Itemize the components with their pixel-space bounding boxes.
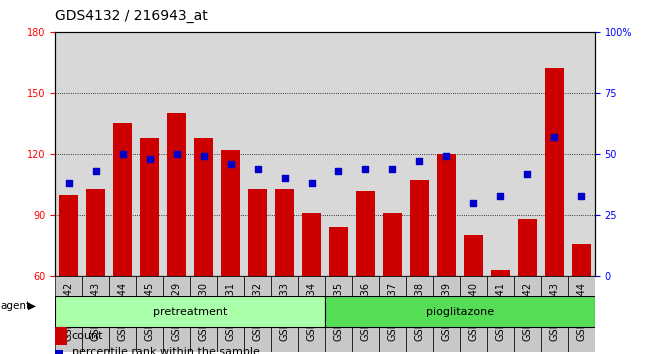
- Text: GSM201842: GSM201842: [523, 282, 532, 341]
- Bar: [221, 150, 240, 276]
- Text: GSM201833: GSM201833: [280, 282, 289, 341]
- Bar: [352, 276, 379, 352]
- Text: percentile rank within the sample: percentile rank within the sample: [72, 347, 259, 354]
- Point: [414, 159, 424, 164]
- Point: [118, 151, 128, 157]
- Bar: [410, 181, 429, 276]
- Bar: [244, 276, 271, 352]
- Bar: [572, 244, 591, 276]
- Text: GSM201835: GSM201835: [333, 282, 343, 341]
- Bar: [217, 276, 244, 352]
- Point: [495, 193, 506, 198]
- Bar: [518, 219, 537, 276]
- Bar: [541, 276, 568, 352]
- Bar: [356, 190, 375, 276]
- Point: [441, 154, 452, 159]
- Point: [549, 134, 560, 140]
- Bar: [55, 296, 325, 327]
- Bar: [275, 189, 294, 276]
- Text: pretreatment: pretreatment: [153, 307, 228, 316]
- Text: GSM201829: GSM201829: [172, 282, 181, 341]
- Bar: [163, 276, 190, 352]
- Bar: [487, 276, 514, 352]
- Text: GSM201834: GSM201834: [307, 282, 317, 341]
- Point: [64, 181, 74, 186]
- Point: [333, 168, 344, 174]
- Point: [172, 151, 182, 157]
- Text: GSM201840: GSM201840: [469, 282, 478, 341]
- Text: GDS4132 / 216943_at: GDS4132 / 216943_at: [55, 9, 208, 23]
- Bar: [437, 154, 456, 276]
- Text: count: count: [72, 331, 103, 341]
- Text: GSM201837: GSM201837: [387, 282, 397, 341]
- Point: [468, 200, 478, 206]
- Bar: [167, 113, 186, 276]
- Point: [198, 154, 209, 159]
- Point: [226, 161, 236, 167]
- Bar: [329, 227, 348, 276]
- Point: [306, 181, 317, 186]
- Text: GSM201542: GSM201542: [64, 282, 73, 342]
- Text: GSM201844: GSM201844: [577, 282, 586, 341]
- Text: GSM201830: GSM201830: [199, 282, 209, 341]
- Text: pioglitazone: pioglitazone: [426, 307, 494, 316]
- Text: GSM201841: GSM201841: [495, 282, 505, 341]
- Point: [576, 193, 586, 198]
- Text: agent: agent: [1, 301, 31, 311]
- Point: [387, 166, 398, 171]
- Bar: [383, 213, 402, 276]
- Point: [360, 166, 370, 171]
- Bar: [136, 276, 163, 352]
- Point: [252, 166, 263, 171]
- Bar: [59, 195, 78, 276]
- Bar: [190, 276, 217, 352]
- Bar: [113, 124, 132, 276]
- Bar: [464, 235, 483, 276]
- Bar: [491, 270, 510, 276]
- Text: GSM201832: GSM201832: [253, 282, 263, 341]
- Bar: [325, 296, 595, 327]
- Point: [144, 156, 155, 162]
- Bar: [568, 276, 595, 352]
- Bar: [406, 276, 433, 352]
- Bar: [514, 276, 541, 352]
- Point: [90, 168, 101, 174]
- Bar: [271, 276, 298, 352]
- Bar: [298, 276, 325, 352]
- Text: GSM201836: GSM201836: [361, 282, 370, 341]
- Bar: [302, 213, 321, 276]
- Text: GSM201544: GSM201544: [118, 282, 127, 341]
- Point: [280, 176, 290, 181]
- Text: ▶: ▶: [28, 301, 36, 311]
- Bar: [325, 276, 352, 352]
- Bar: [433, 276, 460, 352]
- Bar: [248, 189, 267, 276]
- Text: GSM201831: GSM201831: [226, 282, 235, 341]
- Bar: [379, 276, 406, 352]
- Point: [522, 171, 532, 176]
- Text: GSM201543: GSM201543: [91, 282, 101, 341]
- Bar: [55, 276, 83, 352]
- Bar: [86, 189, 105, 276]
- Text: GSM201545: GSM201545: [145, 282, 155, 342]
- Bar: [109, 276, 136, 352]
- Text: GSM201838: GSM201838: [415, 282, 424, 341]
- Bar: [194, 138, 213, 276]
- Text: GSM201843: GSM201843: [549, 282, 559, 341]
- Bar: [545, 69, 564, 276]
- Bar: [140, 138, 159, 276]
- Text: GSM201839: GSM201839: [441, 282, 451, 341]
- Bar: [82, 276, 109, 352]
- Bar: [460, 276, 487, 352]
